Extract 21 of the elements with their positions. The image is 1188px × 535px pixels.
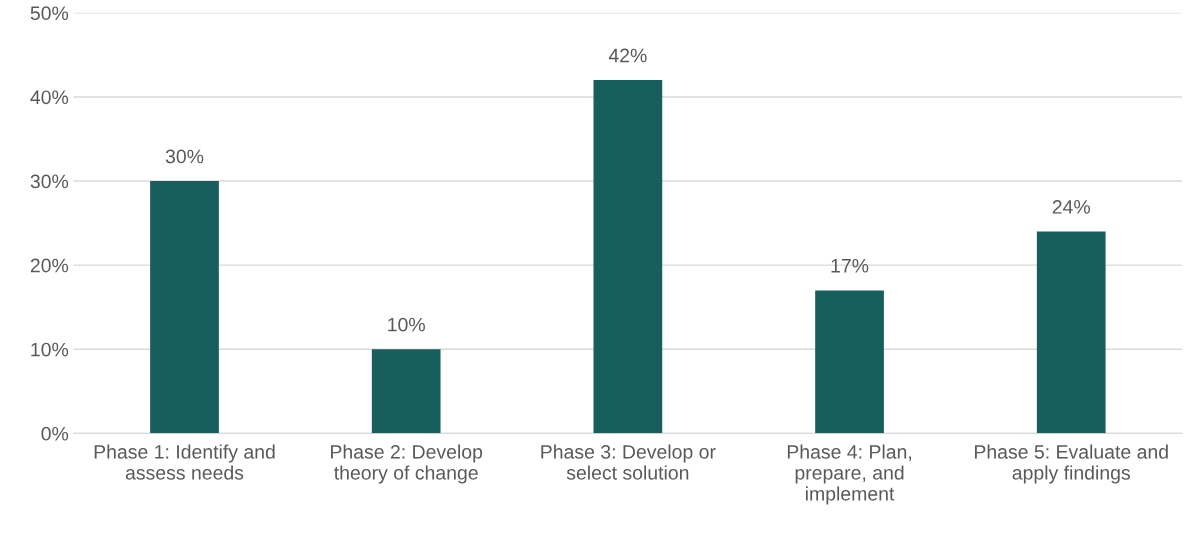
bar bbox=[593, 80, 663, 434]
y-tick-label: 50% bbox=[30, 6, 69, 21]
y-tick-label: 10% bbox=[31, 342, 69, 357]
y-tick-label: 0% bbox=[41, 426, 69, 441]
bar bbox=[815, 290, 884, 434]
y-tick-label: 20% bbox=[30, 258, 69, 273]
bar bbox=[150, 181, 219, 434]
data-label: 10% bbox=[388, 317, 425, 332]
x-tick-label: Phase 5: Evaluate and apply findings bbox=[974, 444, 1168, 484]
y-tick-label: 30% bbox=[30, 174, 69, 189]
bar bbox=[1036, 231, 1106, 434]
data-label: 24% bbox=[1052, 200, 1090, 214]
data-label: 17% bbox=[831, 258, 869, 273]
bar bbox=[371, 349, 441, 434]
x-tick-label: Phase 1: Identify and assess needs bbox=[94, 444, 275, 480]
x-tick-label: Phase 2: Develop theory of change bbox=[331, 444, 483, 484]
y-tick-label: 40% bbox=[30, 90, 69, 105]
data-label: 30% bbox=[165, 149, 204, 164]
x-tick-label: Phase 4: Plan, prepare, and implement bbox=[787, 444, 912, 505]
x-tick-label: Phase 3: Develop or select solution bbox=[541, 444, 716, 480]
data-label: 42% bbox=[608, 48, 647, 63]
